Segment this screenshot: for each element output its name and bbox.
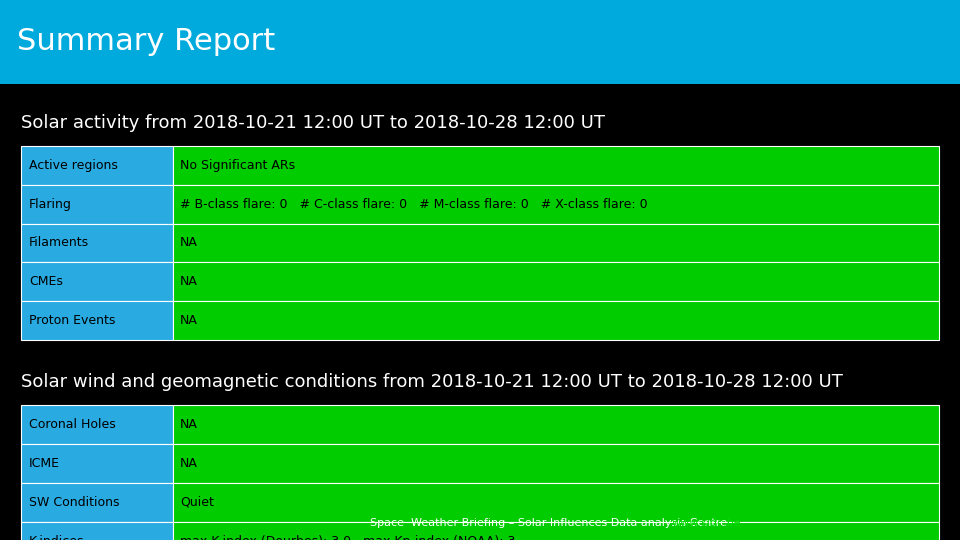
Bar <box>173 405 939 444</box>
Text: NA: NA <box>180 418 198 431</box>
Text: CMEs: CMEs <box>29 275 62 288</box>
Text: Space  Weather Briefing – Solar Influences Data analysis Centre: Space Weather Briefing – Solar Influence… <box>370 518 733 528</box>
Text: Summary Report: Summary Report <box>17 28 276 56</box>
Text: NA: NA <box>180 275 198 288</box>
Text: SW Conditions: SW Conditions <box>29 496 119 509</box>
Text: max K-index (Dourbes): 3.0   max Kp-index (NOAA): 3: max K-index (Dourbes): 3.0 max Kp-index … <box>180 535 516 540</box>
Text: Flaring: Flaring <box>29 198 72 211</box>
Text: Solar activity from 2018-10-21 12:00 UT to 2018-10-28 12:00 UT: Solar activity from 2018-10-21 12:00 UT … <box>21 114 605 132</box>
Text: NA: NA <box>180 314 198 327</box>
Text: No Significant ARs: No Significant ARs <box>180 159 296 172</box>
Bar <box>21 224 173 262</box>
Bar <box>173 301 939 340</box>
Bar <box>173 444 939 483</box>
Bar <box>173 146 939 185</box>
Bar <box>173 185 939 224</box>
Text: www.sidc.be: www.sidc.be <box>672 518 742 528</box>
Bar <box>21 185 173 224</box>
Text: NA: NA <box>180 457 198 470</box>
Bar <box>173 522 939 540</box>
Bar <box>21 262 173 301</box>
Bar <box>21 405 173 444</box>
Text: K-indices: K-indices <box>29 535 84 540</box>
Text: Solar wind and geomagnetic conditions from 2018-10-21 12:00 UT to 2018-10-28 12:: Solar wind and geomagnetic conditions fr… <box>21 374 843 391</box>
Text: Quiet: Quiet <box>180 496 214 509</box>
Bar <box>21 483 173 522</box>
Bar <box>21 522 173 540</box>
Text: ICME: ICME <box>29 457 60 470</box>
Text: Proton Events: Proton Events <box>29 314 115 327</box>
Bar <box>173 262 939 301</box>
Bar <box>173 483 939 522</box>
Text: Active regions: Active regions <box>29 159 118 172</box>
Bar <box>21 444 173 483</box>
Text: Coronal Holes: Coronal Holes <box>29 418 115 431</box>
Text: Filaments: Filaments <box>29 237 89 249</box>
Bar <box>21 301 173 340</box>
Bar <box>21 146 173 185</box>
Bar <box>173 224 939 262</box>
Text: # B-class flare: 0   # C-class flare: 0   # M-class flare: 0   # X-class flare: : # B-class flare: 0 # C-class flare: 0 # … <box>180 198 648 211</box>
Text: NA: NA <box>180 237 198 249</box>
Bar <box>0 0 960 84</box>
